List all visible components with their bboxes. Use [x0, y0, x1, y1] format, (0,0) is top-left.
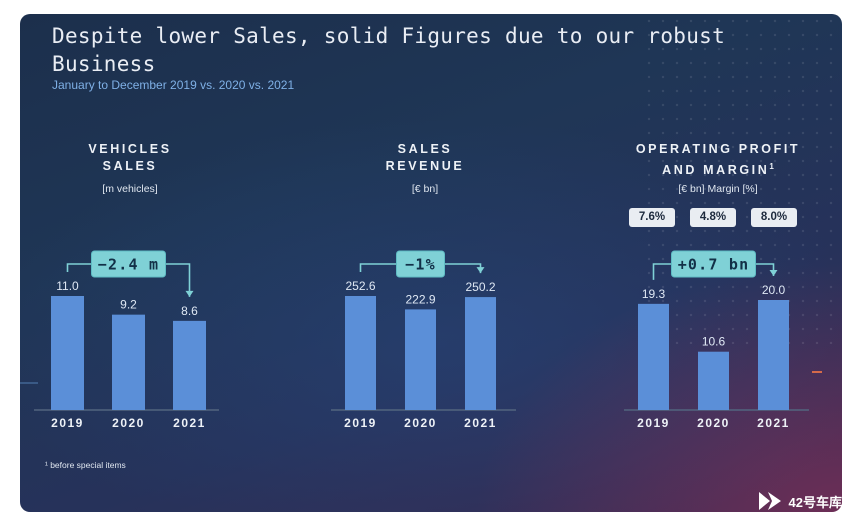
slide: Despite lower Sales, solid Figures due t… — [20, 14, 842, 512]
bar-0-2019 — [51, 296, 84, 410]
callout-arrowhead-0 — [185, 290, 194, 297]
bar-1-2020 — [405, 309, 436, 410]
panel-unit-operating-profit: [€ bn] Margin [%] — [678, 183, 758, 195]
tick-label-2-2019: 2019 — [637, 416, 670, 430]
data-label-2-2020: 10.6 — [702, 335, 726, 349]
slide-title: Despite lower Sales, solid Figures due t… — [52, 24, 726, 76]
callout-arrowhead-2 — [769, 270, 778, 276]
callout-box-0 — [91, 250, 166, 278]
tick-label-1-2021: 2021 — [464, 416, 497, 430]
panel-unit-sales-revenue: [€ bn] — [411, 183, 439, 195]
footnote: ¹ before special items — [45, 460, 126, 470]
tick-label-2-2021: 2021 — [757, 416, 790, 430]
watermark: 42号车库 — [757, 488, 842, 514]
tick-label-0-2019: 2019 — [51, 416, 84, 430]
play-logo-icon — [758, 492, 781, 510]
tick-label-0-2020: 2020 — [112, 416, 145, 430]
data-label-0-2021: 8.6 — [181, 304, 198, 318]
panel-unit-vehicle-sales: [m vehicles] — [102, 183, 158, 195]
data-label-0-2020: 9.2 — [120, 298, 137, 312]
panel-title-operating-profit: OPERATING PROFIT AND MARGIN1 — [618, 141, 818, 179]
data-label-1-2020: 222.9 — [405, 292, 435, 306]
data-label-1-2021: 250.2 — [465, 280, 495, 294]
margin-chip-2021: 8.0% — [751, 208, 797, 227]
tick-label-1-2020: 2020 — [404, 416, 437, 430]
callout-text-1: −1% — [405, 256, 436, 274]
margin-chip-2019: 7.6% — [629, 208, 675, 227]
callout-box-1 — [396, 250, 445, 278]
callout-text-2: +0.7 bn — [678, 256, 750, 274]
bar-1-2019 — [345, 296, 376, 410]
callout-arrowhead-1 — [476, 267, 485, 274]
bar-1-2021 — [465, 297, 496, 410]
dot-pattern-decoration — [642, 14, 842, 344]
bar-0-2020 — [112, 314, 145, 410]
panel-title-operating-profit-text: OPERATING PROFIT AND MARGIN — [635, 142, 801, 178]
footnote-marker: 1 — [769, 162, 774, 171]
data-label-1-2019: 252.6 — [345, 279, 375, 293]
watermark-text: 42号车库 — [788, 494, 842, 510]
right-slide-marker — [812, 371, 822, 373]
margin-chip-2020: 4.8% — [690, 208, 736, 227]
panel-title-vehicle-sales: VEHICLES SALES — [88, 142, 172, 173]
data-label-2-2021: 20.0 — [762, 283, 786, 297]
left-slide-marker — [20, 382, 38, 384]
callout-text-0: −2.4 m — [98, 256, 159, 274]
bar-2-2020 — [698, 351, 729, 410]
data-label-0-2019: 11.0 — [56, 279, 79, 293]
charts-canvas: 11.0 2019 9.2 2020 8.6 2021 −2.4 m 252.6 2019 222… — [34, 250, 809, 430]
bar-2-2021 — [758, 300, 789, 410]
tick-label-2-2020: 2020 — [697, 416, 730, 430]
panel-title-sales-revenue: SALES REVENUE — [385, 142, 465, 173]
callout-box-2 — [671, 250, 756, 278]
data-label-2-2019: 19.3 — [642, 287, 666, 301]
tick-label-0-2021: 2021 — [173, 416, 206, 430]
bar-2-2019 — [638, 303, 669, 410]
tick-label-1-2019: 2019 — [344, 416, 377, 430]
slide-subtitle: January to December 2019 vs. 2020 vs. 20… — [52, 78, 295, 92]
bar-0-2021 — [173, 320, 206, 410]
